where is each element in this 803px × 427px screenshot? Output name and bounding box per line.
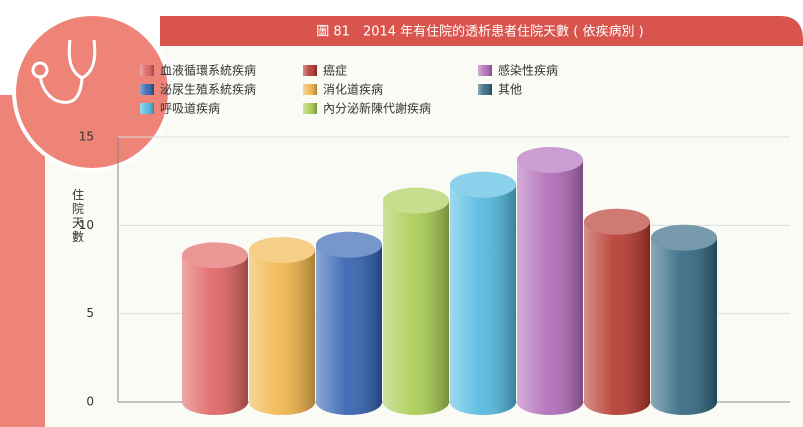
legend-swatch-shade xyxy=(478,65,492,76)
cylinder-top-shine xyxy=(182,242,248,269)
legend-swatch-shade xyxy=(478,84,492,95)
y-axis-label: 住院天數 xyxy=(72,188,84,244)
legend-label: 消化道疾病 xyxy=(323,82,383,97)
legend-label: 感染性疾病 xyxy=(498,63,558,78)
cylinder-shade xyxy=(651,237,717,415)
cylinder-top xyxy=(450,171,516,198)
legend-swatch-shade xyxy=(140,103,154,114)
legend-swatch-shade xyxy=(140,65,154,76)
cylinder-shade xyxy=(249,250,315,415)
cylinder-shade xyxy=(517,159,583,415)
cylinder-top xyxy=(651,224,717,251)
y-tick-label: 15 xyxy=(79,130,94,144)
cylinder-top xyxy=(316,231,382,258)
cylinder-top-shine xyxy=(584,208,650,235)
chart-title: 圖 81 2014 年有住院的透析患者住院天數 ( 依疾病別 ) xyxy=(316,24,643,40)
legend-swatch-shade xyxy=(303,65,317,76)
legend-swatch-shade xyxy=(303,103,317,114)
cylinder-top xyxy=(584,208,650,235)
cylinder-shade xyxy=(450,184,516,415)
legend-swatch-shade xyxy=(303,84,317,95)
cylinder-top-shine xyxy=(450,171,516,198)
cylinder-shade xyxy=(316,244,382,415)
cylinder-top-shine xyxy=(316,231,382,258)
cylinder-shade xyxy=(182,255,248,415)
y-tick-label: 10 xyxy=(79,218,94,232)
cylinder-top xyxy=(182,242,248,269)
cylinder-top-shine xyxy=(383,187,449,214)
cylinder-top xyxy=(249,237,315,264)
legend-label: 血液循環系統疾病 xyxy=(160,63,256,78)
title-band xyxy=(160,16,803,48)
y-tick-label: 0 xyxy=(86,395,94,409)
legend-label: 呼吸道疾病 xyxy=(160,101,220,116)
legend-swatch-shade xyxy=(140,84,154,95)
side-band xyxy=(0,95,45,427)
y-tick-label: 5 xyxy=(86,306,94,320)
cylinder-top-shine xyxy=(651,224,717,251)
legend-label: 內分泌新陳代謝疾病 xyxy=(323,101,431,116)
cylinder-top-shine xyxy=(517,146,583,173)
stethoscope-icon xyxy=(31,39,97,104)
legend-label: 癌症 xyxy=(323,63,347,78)
legend-label: 其他 xyxy=(498,83,522,97)
legend-label: 泌尿生殖系統疾病 xyxy=(160,82,256,97)
cylinder-shade xyxy=(584,221,650,415)
cylinder-top-shine xyxy=(249,237,315,264)
cylinder-top xyxy=(383,187,449,214)
cylinder-shade xyxy=(383,200,449,415)
icon-circle xyxy=(12,12,172,172)
cylinder-top xyxy=(517,146,583,173)
